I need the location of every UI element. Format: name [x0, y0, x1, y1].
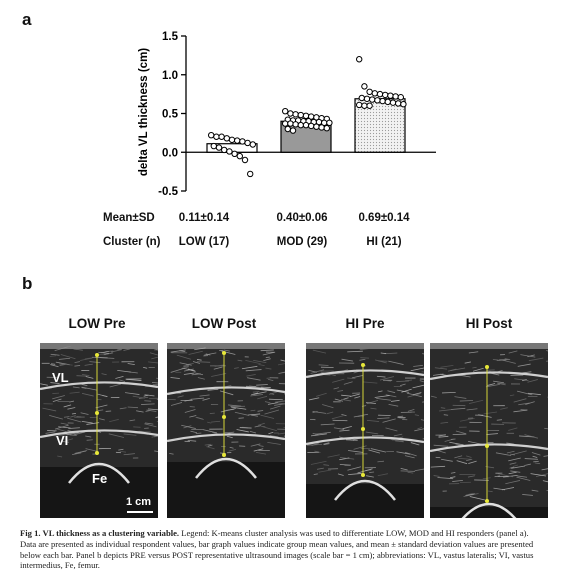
cluster-hi: HI (21): [366, 236, 402, 248]
data-point: [323, 125, 330, 132]
data-point: [282, 107, 289, 115]
scale-bar-label: 1 cm: [126, 496, 152, 508]
data-point: [369, 96, 376, 103]
data-point: [379, 97, 386, 105]
data-point: [389, 99, 397, 106]
data-point: [363, 95, 371, 102]
data-point: [297, 111, 304, 119]
data-point: [247, 170, 254, 178]
data-point: [213, 133, 220, 140]
data-point: [218, 133, 225, 140]
data-point: [284, 125, 291, 133]
data-point: [366, 88, 373, 96]
us-image-low-post: [167, 343, 285, 518]
data-point: [297, 121, 304, 129]
data-point: [223, 135, 231, 142]
data-point: [318, 124, 325, 131]
data-point: [392, 93, 399, 100]
data-point: [236, 152, 244, 160]
data-point: [384, 98, 391, 106]
data-point: [221, 146, 228, 154]
data-point: [226, 148, 233, 155]
panel-b-letter: b: [22, 274, 33, 293]
data-point: [358, 94, 365, 102]
data-point: [292, 111, 299, 118]
fe-label: Fe: [92, 471, 108, 486]
us-title-hi-post: HI Post: [465, 316, 513, 331]
data-point: [302, 112, 310, 120]
us-image-hi-pre: [306, 343, 424, 518]
y-axis-label: delta VL thickness (cm): [138, 48, 150, 176]
data-point: [397, 94, 404, 101]
data-point: [292, 121, 299, 128]
data-point: [289, 127, 297, 134]
data-point: [371, 90, 378, 97]
y-tick-label: 0.0: [162, 147, 178, 159]
data-point: [287, 120, 294, 127]
data-point: [326, 119, 333, 127]
mean-sd-label: Mean±SD: [103, 212, 155, 224]
data-point: [210, 142, 218, 150]
data-point: [282, 120, 289, 127]
data-point: [366, 102, 373, 109]
data-point: [376, 90, 384, 98]
data-point: [244, 139, 251, 147]
data-point: [356, 56, 363, 63]
data-point: [234, 137, 241, 144]
chart-points: [208, 56, 407, 178]
data-point: [374, 97, 381, 104]
vi-label: VI: [56, 433, 69, 448]
cluster-n-label: Cluster (n): [103, 236, 161, 248]
figure-caption: Fig 1. VL thickness as a clustering vari…: [20, 528, 542, 571]
data-point: [361, 83, 368, 90]
us-title-hi-pre: HI Pre: [345, 316, 385, 331]
data-point: [356, 101, 363, 109]
data-point: [239, 138, 246, 145]
cluster-mod: MOD (29): [276, 236, 328, 248]
y-tick-label: 1.0: [162, 70, 178, 82]
vl-label: VL: [52, 370, 69, 385]
data-point: [249, 141, 257, 148]
us-image-hi-post: [430, 343, 548, 518]
us-title-low-post: LOW Post: [191, 316, 257, 331]
data-point: [308, 122, 315, 130]
data-point: [231, 150, 238, 158]
data-point: [241, 156, 249, 164]
mean-sd-mod: 0.40±0.06: [276, 212, 328, 224]
data-point: [387, 92, 394, 99]
data-point: [215, 144, 223, 151]
us-image-low-pre: [40, 343, 158, 518]
data-point: [400, 101, 407, 108]
y-tick-label: 1.5: [162, 31, 179, 43]
data-point: [361, 102, 368, 109]
data-point: [302, 121, 310, 129]
caption-body: Legend: K-means cluster analysis was use…: [20, 528, 534, 571]
data-point: [287, 110, 294, 117]
data-point: [382, 91, 389, 99]
data-point: [395, 100, 402, 107]
y-tick-label: -0.5: [158, 186, 178, 198]
data-point: [208, 132, 215, 139]
scale-bar: [127, 511, 153, 513]
caption-lead: Fig 1. VL thickness as a clustering vari…: [20, 528, 180, 538]
mean-sd-hi: 0.69±0.14: [358, 212, 410, 224]
panel-a-letter: a: [22, 10, 32, 29]
data-point: [228, 136, 236, 144]
data-point: [313, 123, 320, 130]
cluster-low: LOW (17): [178, 236, 230, 248]
y-tick-label: 0.5: [162, 109, 179, 121]
mean-sd-low: 0.11±0.14: [178, 212, 230, 224]
vl-thickness-bar-chart: -0.5 0.0 0.5 1.0 1.5 delta VL thickness (cm): [138, 31, 436, 198]
us-title-low-pre: LOW Pre: [68, 316, 126, 331]
